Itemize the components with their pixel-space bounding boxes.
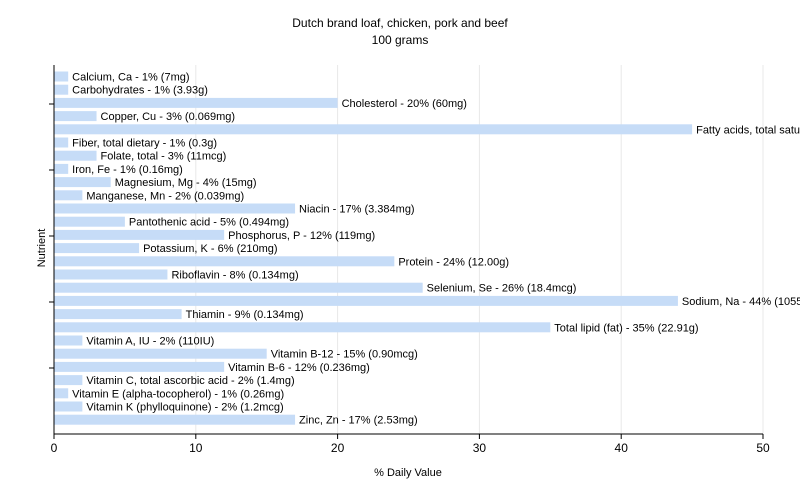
bar (54, 150, 97, 161)
bar-label: Zinc, Zn - 17% (2.53mg) (299, 415, 418, 427)
bar (54, 216, 125, 227)
x-axis-title: % Daily Value (374, 467, 442, 479)
bar-label: Vitamin K (phylloquinone) - 2% (1.2mcg) (86, 402, 283, 414)
bar-label: Calcium, Ca - 1% (7mg) (72, 72, 189, 84)
bar-label: Cholesterol - 20% (60mg) (342, 98, 467, 110)
bar (54, 177, 111, 188)
x-tick-label: 0 (51, 441, 58, 455)
bar-label: Thiamin - 9% (0.134mg) (186, 309, 304, 321)
bar-label: Copper, Cu - 3% (0.069mg) (101, 111, 236, 123)
bar (54, 375, 83, 386)
bar (54, 256, 395, 267)
bar (54, 282, 423, 293)
bar (54, 203, 296, 214)
bar-label: Vitamin B-6 - 12% (0.236mg) (228, 362, 370, 374)
bar-label: Carbohydrates - 1% (3.93g) (72, 85, 208, 97)
bar (54, 309, 182, 320)
bar-label: Riboflavin - 8% (0.134mg) (171, 270, 298, 282)
bar-label: Magnesium, Mg - 4% (15mg) (115, 177, 257, 189)
bar-label: Niacin - 17% (3.384mg) (299, 204, 415, 216)
x-tick-label: 30 (473, 441, 487, 455)
bar-label: Folate, total - 3% (11mcg) (101, 151, 227, 163)
bar-label: Manganese, Mn - 2% (0.039mg) (86, 190, 244, 202)
bar (54, 295, 678, 306)
bar (54, 190, 83, 201)
bar-label: Total lipid (fat) - 35% (22.91g) (554, 322, 698, 334)
bar-label: Fiber, total dietary - 1% (0.3g) (72, 138, 217, 150)
bar (54, 348, 267, 359)
chart-title: Dutch brand loaf, chicken, pork and beef (292, 16, 508, 30)
bar-label: Potassium, K - 6% (210mg) (143, 243, 278, 255)
bar-label: Vitamin C, total ascorbic acid - 2% (1.4… (86, 375, 294, 387)
bar (54, 361, 225, 372)
bar (54, 243, 140, 254)
bar-label: Sodium, Na - 44% (1055mg) (682, 296, 800, 308)
bar (54, 335, 83, 346)
bar (54, 97, 338, 108)
bar (54, 414, 296, 425)
x-tick-label: 10 (189, 441, 203, 455)
x-tick-label: 40 (615, 441, 629, 455)
bar-label: Vitamin A, IU - 2% (110IU) (86, 336, 214, 348)
bar (54, 269, 168, 280)
bar-label: Fatty acids, total saturated - 45% (9.04… (696, 124, 800, 136)
bars-group: Calcium, Ca - 1% (7mg)Carbohydrates - 1%… (54, 71, 800, 427)
x-tick-label: 20 (331, 441, 345, 455)
bar (54, 111, 97, 122)
bar-label: Iron, Fe - 1% (0.16mg) (72, 164, 183, 176)
bar (54, 401, 83, 412)
axes-group: 0 10 20 30 40 50 (49, 65, 770, 455)
bar (54, 71, 69, 82)
bar-label: Pantothenic acid - 5% (0.494mg) (129, 217, 289, 229)
bar-label: Vitamin E (alpha-tocopherol) - 1% (0.26m… (72, 388, 284, 400)
bar-label: Protein - 24% (12.00g) (398, 256, 509, 268)
x-tick-label: 50 (756, 441, 770, 455)
bar-label: Selenium, Se - 26% (18.4mcg) (427, 283, 577, 295)
bar (54, 84, 69, 95)
bar (54, 163, 69, 174)
bar (54, 124, 693, 135)
bar (54, 388, 69, 399)
bar-label: Vitamin B-12 - 15% (0.90mcg) (271, 349, 418, 361)
y-axis-title: Nutrient (36, 229, 48, 268)
chart-subtitle: 100 grams (372, 33, 429, 47)
bar (54, 322, 551, 333)
bar (54, 137, 69, 148)
bar-label: Phosphorus, P - 12% (119mg) (228, 230, 375, 242)
bar (54, 229, 225, 240)
